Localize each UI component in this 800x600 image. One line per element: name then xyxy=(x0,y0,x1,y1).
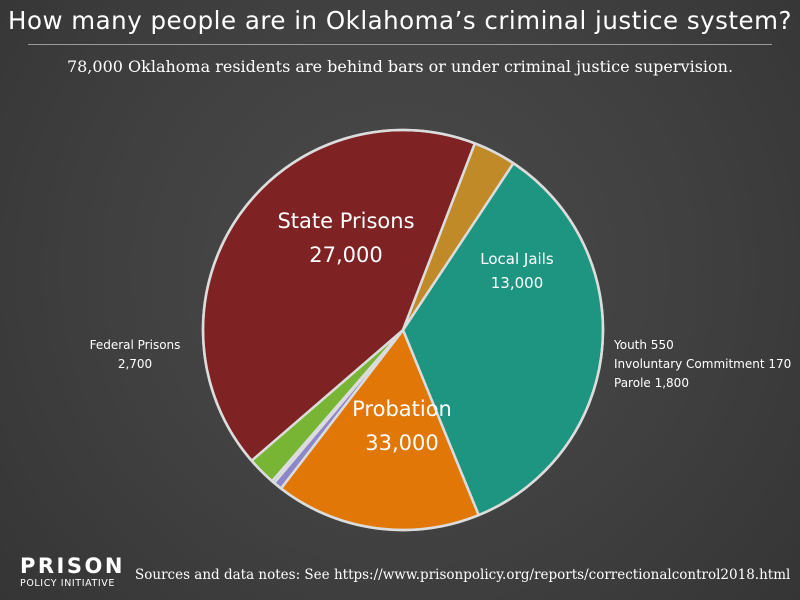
slice-label-state-prisons: State Prisons xyxy=(277,209,414,233)
prison-policy-initiative-logo: PRISON POLICY INITIATIVE xyxy=(20,555,125,590)
logo-line-2: POLICY INITIATIVE xyxy=(20,578,115,589)
slice-value-state-prisons: 27,000 xyxy=(309,243,382,267)
chart-title: How many people are in Oklahoma’s crimin… xyxy=(8,6,792,35)
sources-note: Sources and data notes: See https://www.… xyxy=(135,567,791,583)
slice-value-local-jails: 13,000 xyxy=(491,274,544,292)
slice-value-probation: 33,000 xyxy=(365,431,438,455)
chart-subtitle: 78,000 Oklahoma residents are behind bar… xyxy=(66,57,734,76)
slice-label-youth: Youth 550 xyxy=(613,338,674,352)
slice-label-parole: Parole 1,800 xyxy=(614,376,689,390)
slice-value-federal-prisons: 2,700 xyxy=(118,357,152,371)
logo-line-1: PRISON xyxy=(20,554,125,578)
title-divider xyxy=(28,44,772,45)
pie-outline xyxy=(201,128,605,532)
slice-label-federal-prisons: Federal Prisons xyxy=(90,338,181,352)
slice-label-local-jails: Local Jails xyxy=(480,250,554,268)
slice-label-probation: Probation xyxy=(352,397,452,421)
slice-label-involuntary-commitment: Involuntary Commitment 170 xyxy=(614,357,791,371)
